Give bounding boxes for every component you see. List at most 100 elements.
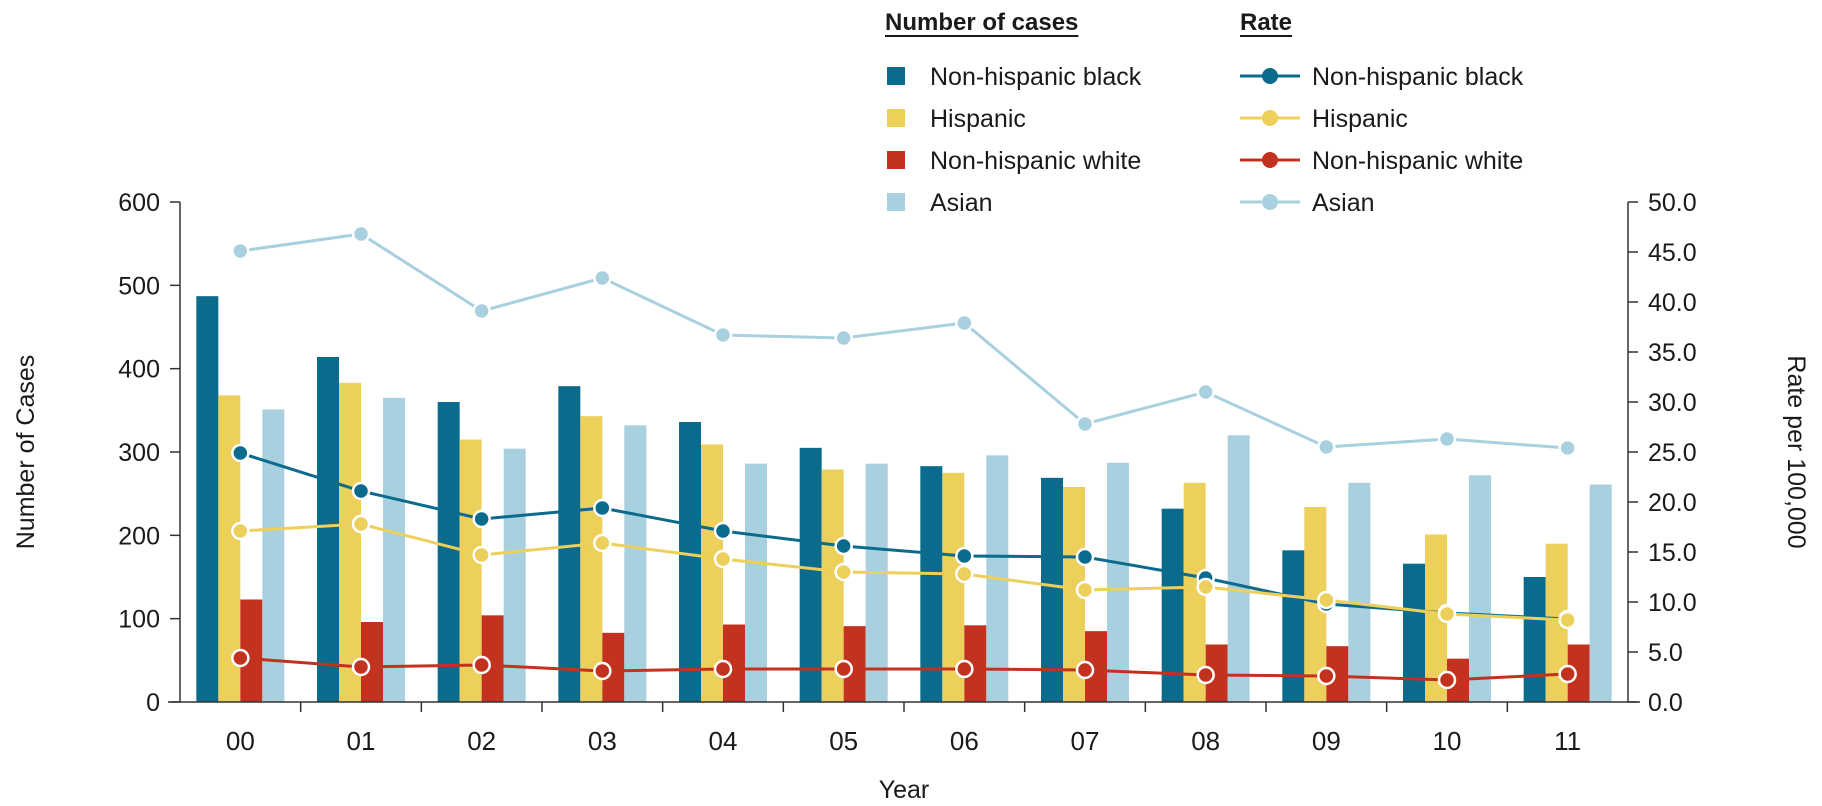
bar-non-hispanic-white-06 [964,625,987,702]
rate-point-asian-07 [1075,414,1095,434]
rate-point-non-hispanic-white-04 [713,659,733,679]
y-tick-label: 300 [118,439,160,467]
legend-label-rate-non-hispanic-black: Non-hispanic black [1312,63,1524,91]
rate-point-non-hispanic-white-03 [593,661,612,681]
rate-point-asian-09 [1317,437,1336,457]
x-tick-label: 09 [1312,726,1341,756]
bar-hispanic-07 [1063,487,1085,702]
rate-point-non-hispanic-white-07 [1075,660,1095,680]
legend-marker-non-hispanic-black [1262,68,1278,84]
rate-point-asian-08 [1196,382,1215,402]
y2-tick-label: 50.0 [1648,189,1697,217]
rate-point-non-hispanic-white-00 [231,648,250,668]
legend-swatch-non-hispanic-white [887,151,905,169]
bar-asian-01 [383,397,405,702]
bar-non-hispanic-black-06 [920,466,943,702]
bar-hispanic-00 [218,395,241,702]
bar-non-hispanic-black-05 [799,447,822,702]
rate-line-asian [240,232,1568,450]
rate-point-hispanic-00 [231,521,250,541]
legend-label-cases-non-hispanic-white: Non-hispanic white [930,147,1141,175]
bar-non-hispanic-black-00 [196,296,219,702]
bar-non-hispanic-white-03 [602,632,625,702]
x-tick-label: 00 [226,726,255,756]
rate-point-asian-06 [955,313,974,333]
bar-non-hispanic-white-09 [1326,646,1349,702]
y2-tick-label: 10.0 [1648,589,1697,617]
rate-point-asian-04 [713,325,733,345]
rate-point-hispanic-11 [1558,610,1577,630]
y2-tick-label: 30.0 [1648,389,1697,417]
y2-tick-label: 5.0 [1648,639,1683,667]
legend-heading-cases: Number of cases [885,9,1078,36]
bar-non-hispanic-white-07 [1085,631,1107,702]
axes-layer: 01002003004005006000.05.010.015.020.025.… [12,189,1810,804]
bar-hispanic-04 [701,444,723,702]
bar-hispanic-09 [1304,507,1327,702]
bar-hispanic-01 [339,382,361,702]
rate-point-non-hispanic-white-10 [1437,670,1457,690]
bar-asian-08 [1227,435,1250,702]
bar-asian-09 [1348,482,1371,702]
rate-point-non-hispanic-black-00 [231,443,250,463]
rate-point-non-hispanic-black-03 [593,498,612,518]
x-tick-label: 05 [829,726,858,756]
x-tick-label: 08 [1191,726,1220,756]
legend-marker-non-hispanic-white [1262,152,1278,168]
legend-label-cases-asian: Asian [930,189,993,217]
legend-label-rate-asian: Asian [1312,189,1375,217]
legend-swatch-non-hispanic-black [887,67,905,85]
y2-tick-label: 20.0 [1648,489,1697,517]
rate-point-non-hispanic-black-06 [955,546,974,566]
legend-marker-asian [1262,194,1278,210]
y-tick-label: 400 [118,356,160,384]
x-tick-label: 02 [467,726,496,756]
bar-non-hispanic-black-07 [1041,477,1063,702]
rate-point-asian-02 [472,301,491,321]
rate-point-hispanic-07 [1075,580,1095,600]
rate-point-asian-03 [593,268,612,288]
y-tick-label: 100 [118,606,160,634]
legend-label-cases-hispanic: Hispanic [930,105,1026,133]
rate-line-non-hispanic-black [239,451,1568,621]
bar-non-hispanic-black-02 [437,402,460,702]
bar-hispanic-08 [1183,482,1206,702]
bar-non-hispanic-white-04 [723,624,745,702]
y2-tick-label: 35.0 [1648,339,1697,367]
lines-layer [231,224,1577,690]
bar-hispanic-11 [1545,543,1568,702]
rate-point-non-hispanic-black-02 [472,509,491,529]
rate-point-non-hispanic-white-06 [955,659,974,679]
rate-point-hispanic-02 [472,545,491,565]
bar-non-hispanic-white-05 [843,626,866,702]
x-tick-label: 04 [709,726,738,756]
y-tick-label: 0 [146,689,160,717]
legend-swatch-asian [887,193,905,211]
y-axis-title: Number of Cases [12,355,40,550]
bar-non-hispanic-black-08 [1161,508,1184,702]
rate-point-non-hispanic-white-09 [1317,666,1336,686]
legend-swatch-hispanic [887,109,905,127]
y-tick-label: 600 [118,189,160,217]
legend: Number of cases Rate Non-hispanic black Non… [885,9,1524,217]
y2-tick-label: 45.0 [1648,239,1697,267]
rate-point-non-hispanic-white-11 [1558,664,1577,684]
bar-asian-11 [1589,484,1612,702]
legend-label-rate-hispanic: Hispanic [1312,105,1408,133]
rate-point-non-hispanic-white-08 [1196,665,1215,685]
rate-point-hispanic-06 [955,564,974,584]
rate-point-asian-10 [1437,429,1457,449]
x-tick-label: 01 [347,726,376,756]
bar-asian-04 [745,463,767,702]
rate-point-hispanic-10 [1437,604,1457,624]
bar-hispanic-02 [459,439,482,702]
legend-label-cases-non-hispanic-black: Non-hispanic black [930,63,1142,91]
rate-point-hispanic-04 [713,549,733,569]
bar-hispanic-10 [1425,534,1447,702]
bar-non-hispanic-white-08 [1205,644,1228,702]
bar-non-hispanic-white-11 [1567,644,1590,702]
rate-point-asian-05 [834,328,853,348]
x-tick-label: 11 [1554,726,1581,756]
bar-non-hispanic-black-09 [1282,550,1305,702]
